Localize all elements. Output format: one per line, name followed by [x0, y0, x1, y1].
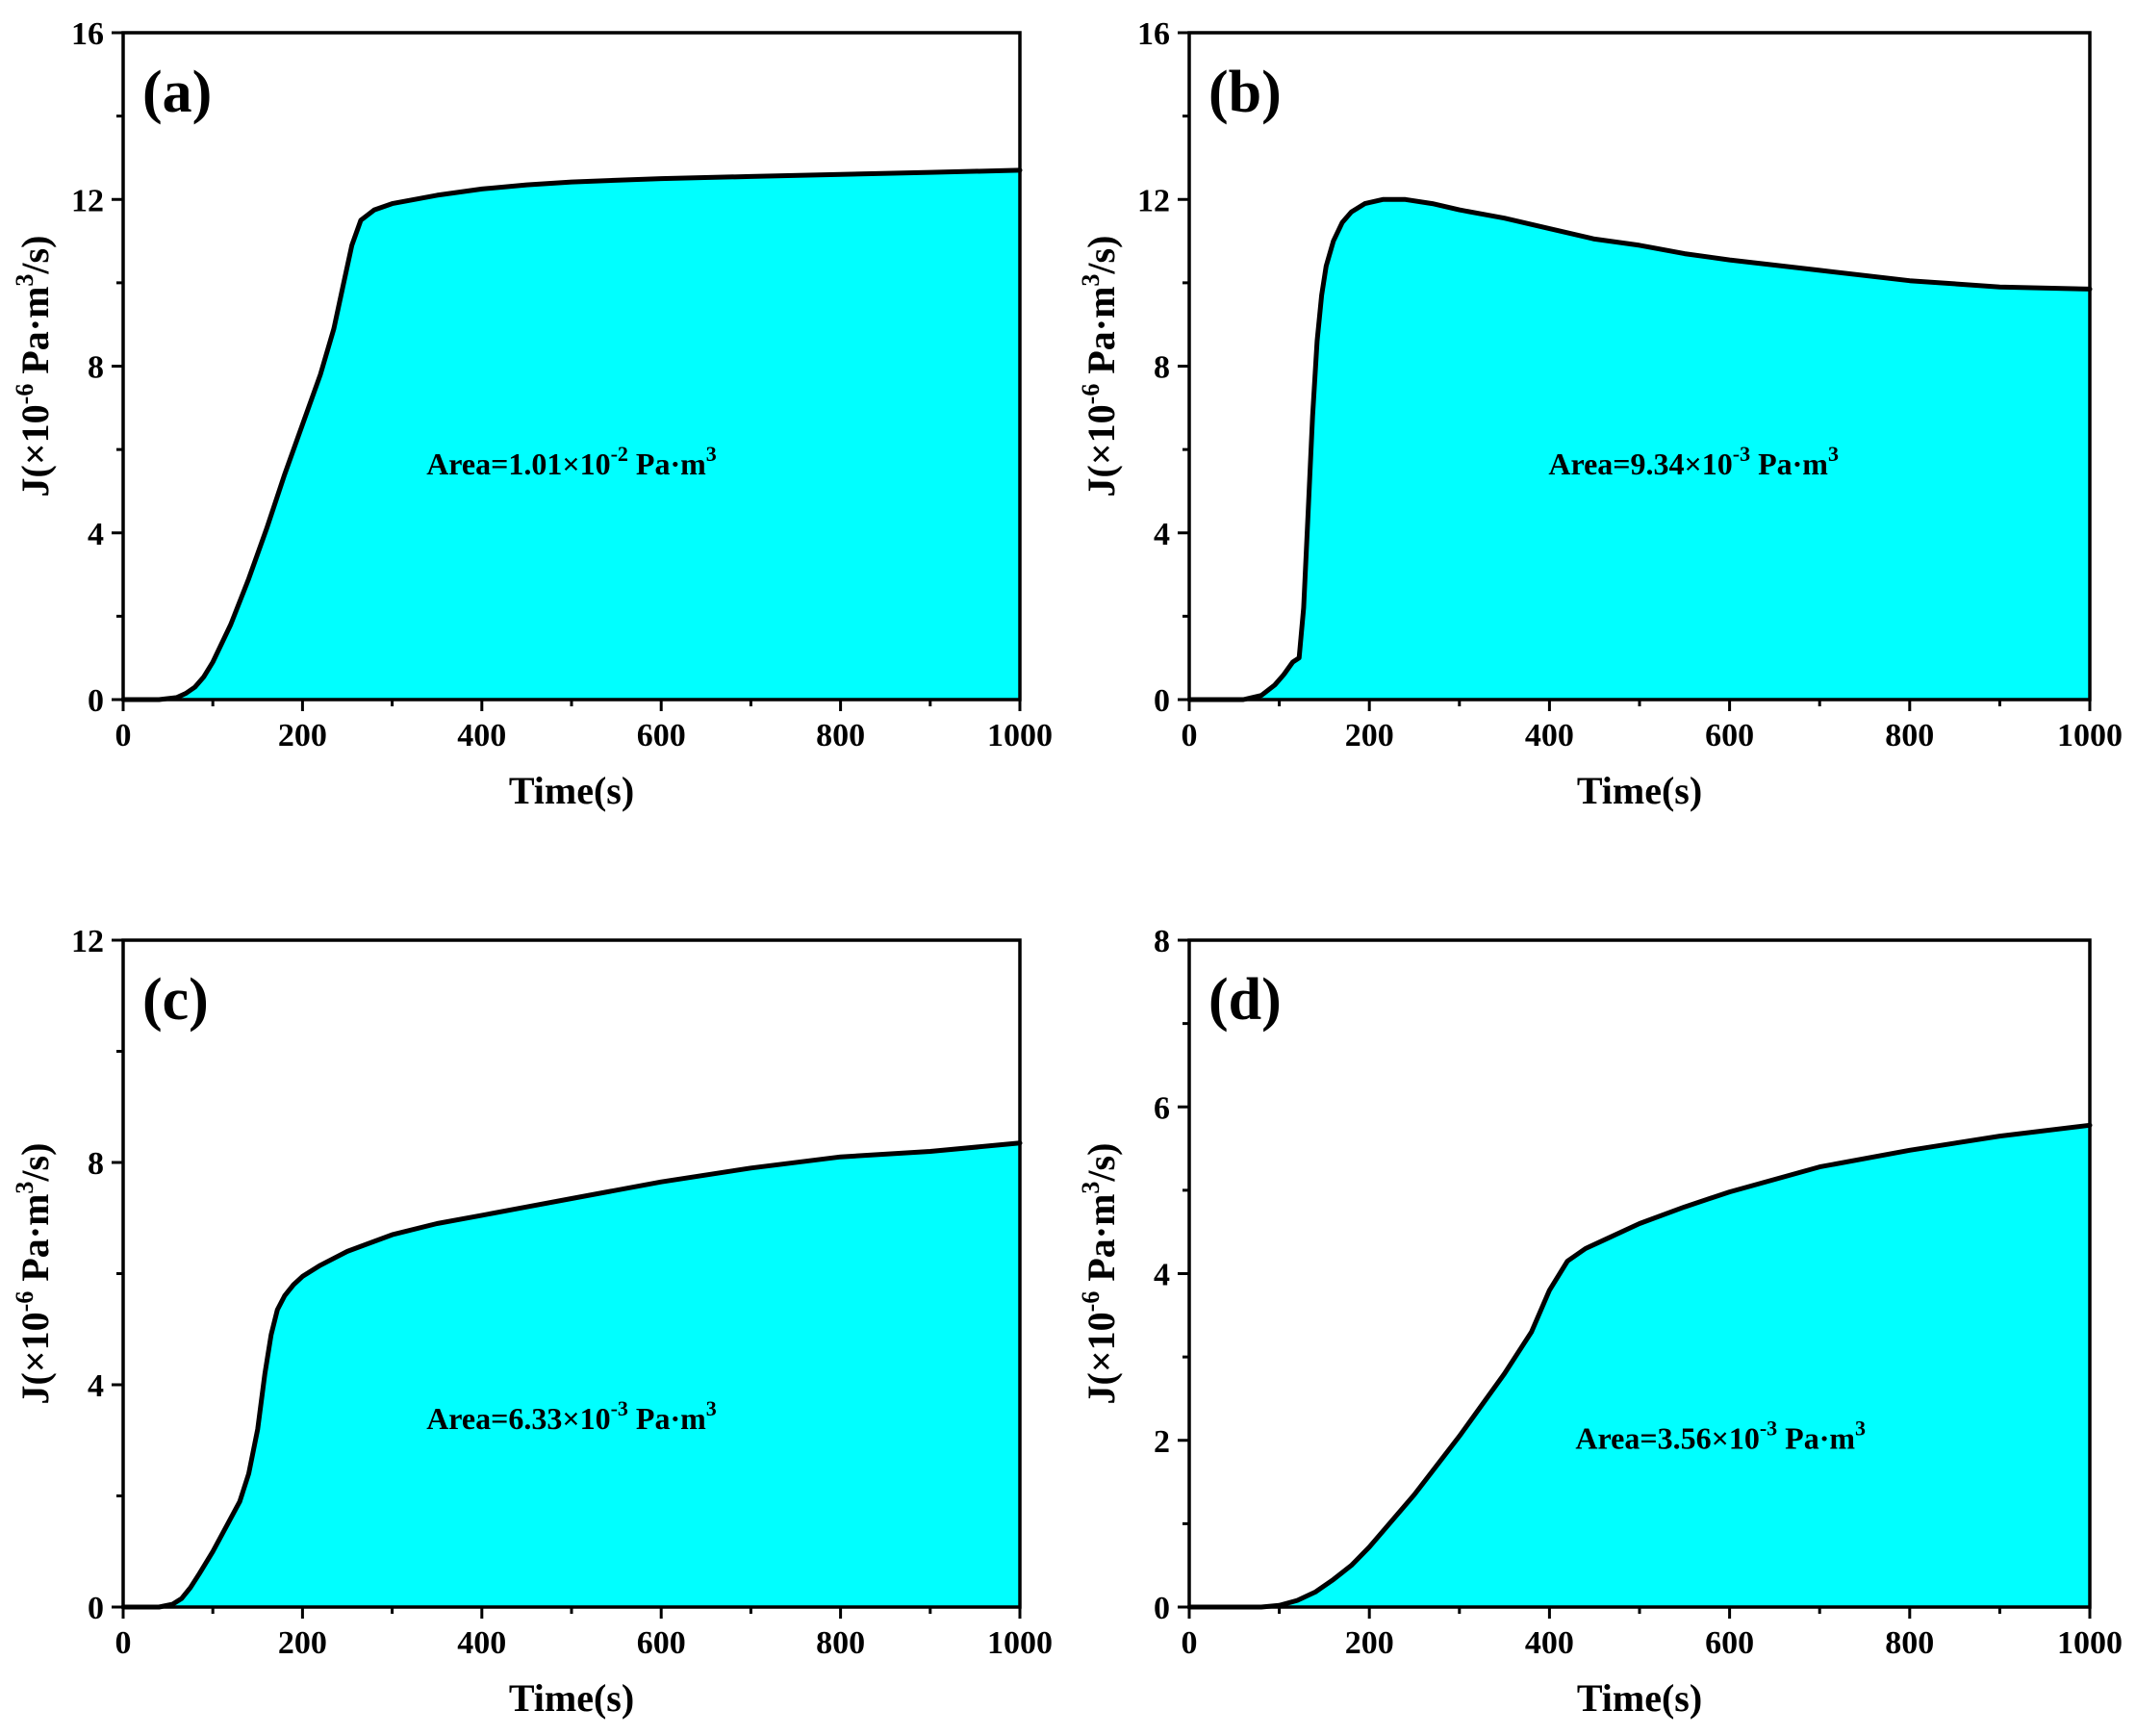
- area-fill: [1189, 199, 2090, 701]
- area-annotation: Area=1.01×10-2 Pa·m3: [426, 442, 717, 481]
- y-tick-label: 0: [1154, 683, 1170, 719]
- area-fill: [123, 169, 1020, 700]
- y-tick-label: 8: [1154, 924, 1170, 959]
- data-line: [1186, 1122, 2093, 1610]
- y-tick-label: 0: [88, 683, 104, 719]
- chart-panel-b: 0 200 400 600 800 1000 0 4 8 12 16 Time(s) J(×10-6 P…: [1077, 16, 2123, 812]
- x-axis-title: Time(s): [509, 1676, 634, 1720]
- y-tick-label: 16: [1137, 16, 1170, 52]
- x-tick-label: 200: [278, 1625, 327, 1661]
- y-axis-title: J(×10-6 Pa·m3/s): [11, 236, 57, 498]
- area-annotation: Area=6.33×10-3 Pa·m3: [426, 1396, 717, 1436]
- area-fill: [1189, 1125, 2090, 1607]
- chart-panel-a: 0 200 400 600 800 1000 0 4 8 12 16 Time(s) J(×10-6 P…: [11, 16, 1053, 812]
- y-axis-title: J(×10-6 Pa·m3/s): [1077, 236, 1123, 498]
- x-tick-label: 1000: [2057, 1625, 2123, 1661]
- x-tick-label: 0: [115, 1625, 132, 1661]
- x-axis-title: Time(s): [509, 769, 634, 812]
- x-tick-label: 400: [457, 718, 506, 753]
- y-tick-label: 4: [88, 1368, 104, 1404]
- y-tick-label: 16: [71, 16, 104, 52]
- x-tick-label: 800: [1885, 718, 1934, 753]
- x-tick-label: 1000: [2057, 718, 2123, 753]
- x-tick-label: 400: [1525, 718, 1574, 753]
- y-axis-title: J(×10-6 Pa·m3/s): [11, 1143, 57, 1405]
- y-tick-label: 6: [1154, 1090, 1170, 1126]
- x-axis-title: Time(s): [1577, 1676, 1702, 1720]
- x-tick-label: 800: [816, 718, 865, 753]
- y-tick-label: 0: [88, 1591, 104, 1626]
- area-annotation: Area=3.56×10-3 Pa·m3: [1575, 1416, 1866, 1455]
- panel-label: (a): [142, 60, 212, 125]
- x-tick-label: 600: [637, 718, 686, 753]
- y-tick-label: 12: [71, 183, 104, 218]
- y-tick-label: 2: [1154, 1424, 1170, 1460]
- x-tick-label: 0: [1182, 718, 1198, 753]
- chart-panel-d: 0 200 400 600 800 1000 0 2 4 6 8 Time(s) J(×10-6 Pa·…: [1077, 924, 2123, 1720]
- x-tick-label: 600: [1705, 718, 1754, 753]
- y-tick-label: 4: [1154, 1258, 1170, 1293]
- x-tick-label: 600: [637, 1625, 686, 1661]
- y-tick-label: 0: [1154, 1591, 1170, 1626]
- y-tick-label: 4: [88, 517, 104, 552]
- x-tick-label: 200: [1345, 1625, 1394, 1661]
- x-tick-label: 0: [1182, 1625, 1198, 1661]
- y-axis-title: J(×10-6 Pa·m3/s): [1077, 1143, 1123, 1405]
- y-tick-label: 4: [1154, 517, 1170, 552]
- x-tick-label: 200: [278, 718, 327, 753]
- x-tick-label: 400: [457, 1625, 506, 1661]
- y-tick-label: 12: [71, 924, 104, 959]
- x-tick-label: 800: [1885, 1625, 1934, 1661]
- data-line: [120, 167, 1023, 702]
- y-tick-label: 8: [88, 1146, 104, 1182]
- x-tick-label: 200: [1345, 718, 1394, 753]
- area-fill: [123, 1142, 1020, 1607]
- panel-label: (c): [142, 967, 209, 1033]
- y-tick-label: 8: [1154, 350, 1170, 386]
- data-line: [1186, 196, 2093, 702]
- area-annotation: Area=9.34×10-3 Pa·m3: [1548, 442, 1839, 481]
- y-tick-label: 8: [88, 350, 104, 386]
- data-line: [120, 1140, 1023, 1610]
- x-tick-label: 1000: [987, 718, 1053, 753]
- x-tick-label: 800: [816, 1625, 865, 1661]
- x-tick-label: 1000: [987, 1625, 1053, 1661]
- x-tick-label: 600: [1705, 1625, 1754, 1661]
- panel-label: (b): [1208, 60, 1282, 125]
- chart-panel-c: 0 200 400 600 800 1000 0 4 8 12 Time(s) J(×10-6 Pa·…: [11, 924, 1053, 1720]
- x-tick-label: 0: [115, 718, 132, 753]
- x-axis-title: Time(s): [1577, 769, 1702, 812]
- x-tick-label: 400: [1525, 1625, 1574, 1661]
- y-tick-label: 12: [1137, 183, 1170, 218]
- panel-label: (d): [1208, 967, 1282, 1033]
